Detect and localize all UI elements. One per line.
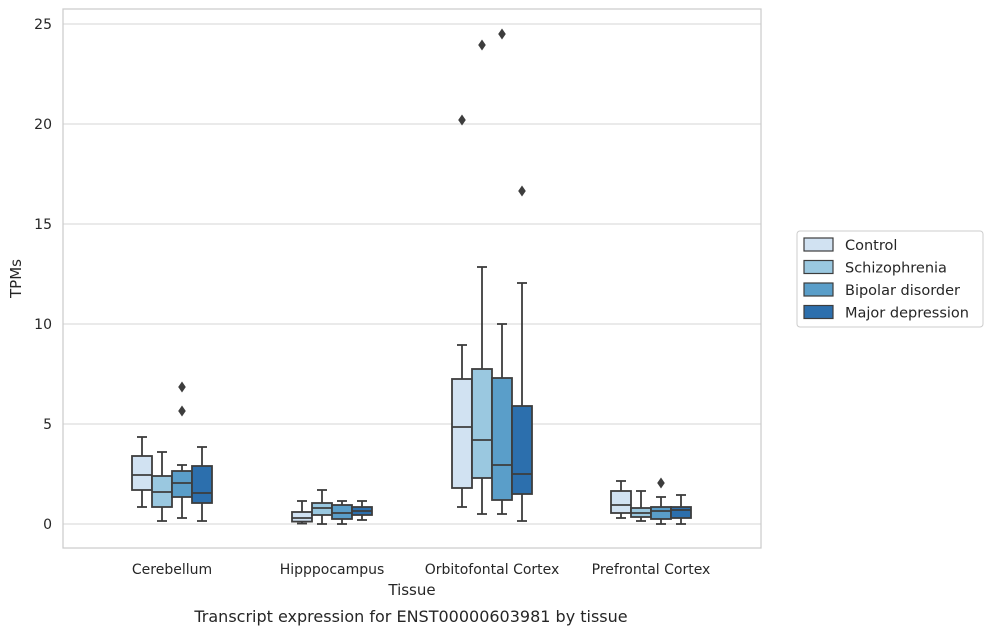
box <box>131 436 153 508</box>
outlier-point <box>178 405 186 417</box>
legend-label: Major depression <box>845 306 969 322</box>
box-body <box>511 405 533 495</box>
legend-swatch <box>803 304 834 320</box>
box-body <box>191 465 213 504</box>
box-body <box>451 378 473 489</box>
outlier-point <box>657 477 665 489</box>
box <box>151 451 173 522</box>
outlier-point <box>458 114 466 126</box>
legend-label: Schizophrenia <box>845 261 947 277</box>
box-body <box>471 368 493 479</box>
y-tick-label: 0 <box>43 517 52 533</box>
y-tick-label: 25 <box>34 17 52 33</box>
plot-area-frame <box>62 8 762 549</box>
legend-swatch <box>803 282 834 297</box>
box <box>171 381 193 519</box>
box <box>331 500 353 525</box>
series-major-depression <box>191 185 692 525</box>
box-series <box>131 28 692 525</box>
y-tick-label: 10 <box>34 317 52 333</box>
box <box>291 500 313 525</box>
legend-swatch <box>803 259 834 275</box>
outlier-point <box>478 39 486 51</box>
y-tick-label: 20 <box>34 117 52 133</box>
box <box>451 114 473 508</box>
box <box>511 185 533 522</box>
series-schizophrenia <box>151 39 652 525</box>
outlier-point <box>178 381 186 393</box>
box <box>650 477 672 525</box>
box <box>311 489 333 525</box>
series-bipolar-disorder <box>171 28 672 525</box>
chart-caption: Transcript expression for ENST0000060398… <box>193 607 627 626</box>
x-tick-label: Hipppocampus <box>280 562 385 578</box>
legend-label: Control <box>845 238 897 254</box>
box <box>491 28 513 515</box>
x-tick-label: Orbitofontal Cortex <box>425 562 560 578</box>
box-body <box>331 504 353 520</box>
grid-lines <box>63 23 761 525</box>
box-body <box>131 455 153 491</box>
box-body <box>311 502 333 516</box>
y-axis-ticks: 0 5 10 15 20 25 <box>34 17 52 533</box>
box-body <box>650 506 672 520</box>
y-tick-label: 15 <box>34 217 52 233</box>
box <box>191 446 213 522</box>
box-body <box>610 490 632 514</box>
box-body <box>670 506 692 519</box>
box <box>610 480 632 519</box>
outlier-point <box>518 185 526 197</box>
box-body <box>491 377 513 501</box>
legend: Control Schizophrenia Bipolar disorder Majo… <box>796 230 984 328</box>
y-tick-label: 5 <box>43 417 52 433</box>
legend-label: Bipolar disorder <box>845 283 960 299</box>
box-body <box>171 470 193 498</box>
outlier-point <box>498 28 506 40</box>
x-tick-label: Prefrontal Cortex <box>592 562 711 578</box>
box <box>630 490 652 522</box>
legend-swatch <box>803 237 834 252</box>
box-body <box>291 511 313 523</box>
series-control <box>131 114 632 525</box>
y-axis-title: TPMs <box>7 259 25 299</box>
legend-frame <box>796 230 984 328</box>
x-axis-title: Tissue <box>387 581 435 599</box>
box <box>670 494 692 525</box>
x-tick-label: Cerebellum <box>132 562 212 578</box>
box <box>471 39 493 515</box>
box <box>351 500 373 521</box>
x-axis-ticks: Cerebellum Hipppocampus Orbitofontal Corte… <box>132 562 710 578</box>
